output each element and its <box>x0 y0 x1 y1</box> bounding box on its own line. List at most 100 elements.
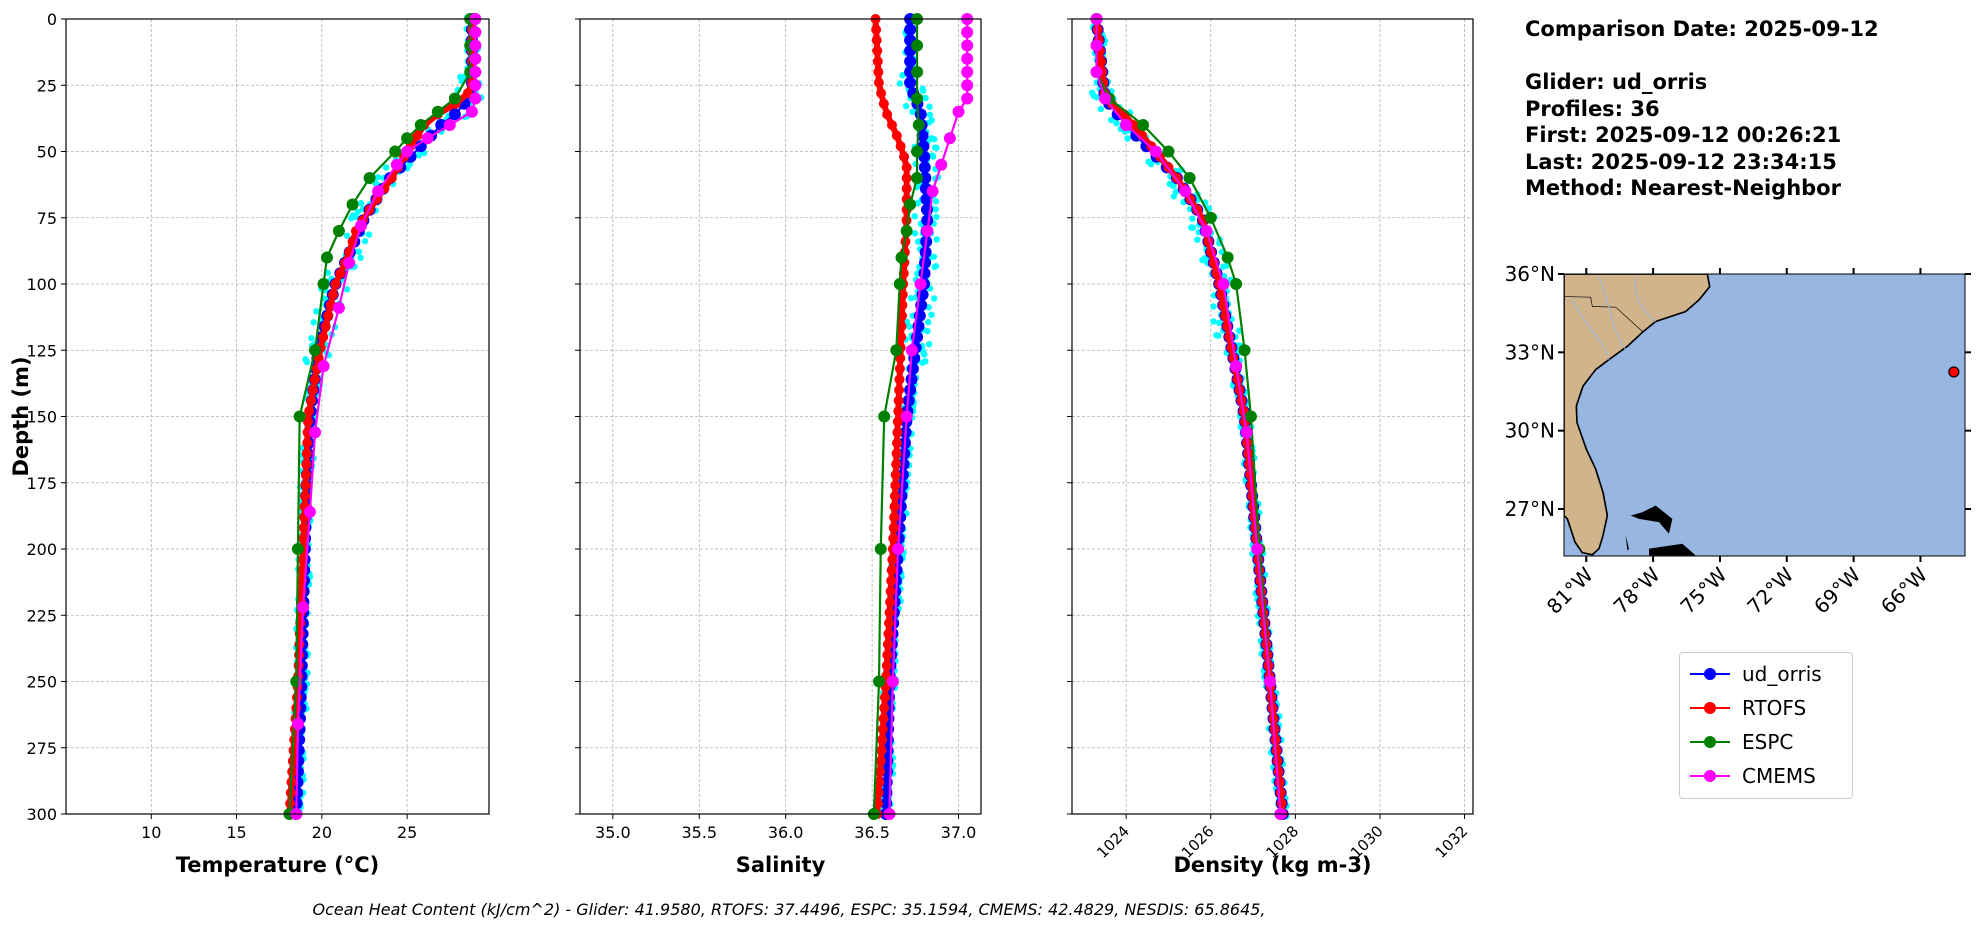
glider-profile-point <box>931 144 939 151</box>
legend-item-espc: ESPC <box>1690 727 1793 757</box>
data-point <box>872 45 883 56</box>
data-point <box>878 98 889 109</box>
data-point <box>328 289 339 300</box>
data-point <box>884 607 895 618</box>
glider-profile-point <box>1223 262 1230 269</box>
data-point <box>291 543 304 555</box>
glider-profile-point <box>303 358 311 366</box>
glider-profile-point <box>1199 256 1206 264</box>
data-point <box>872 798 883 809</box>
data-point <box>890 469 901 480</box>
data-point <box>1275 787 1286 798</box>
data-point <box>465 105 478 118</box>
legend-item-ud_orris: ud_orris <box>1690 659 1822 689</box>
glider-profile-point <box>1188 224 1195 231</box>
glider-profile-point <box>1124 135 1131 142</box>
data-point <box>1263 675 1276 688</box>
data-point <box>1179 185 1192 198</box>
data-point <box>877 724 888 735</box>
data-point <box>889 512 900 523</box>
data-point <box>297 554 308 565</box>
y-tick-label: 225 <box>26 606 57 625</box>
data-point <box>921 225 934 237</box>
data-point <box>893 395 904 406</box>
glider-profile-point <box>933 213 940 221</box>
data-point <box>889 501 900 512</box>
data-point <box>914 278 927 290</box>
glider-name: Glider: ud_orris <box>1525 70 1708 94</box>
data-point <box>904 384 917 396</box>
data-point <box>469 92 482 105</box>
data-point <box>291 717 304 730</box>
series-line <box>872 18 910 815</box>
data-point <box>912 119 925 131</box>
data-point <box>469 52 482 65</box>
data-point <box>885 586 896 597</box>
data-point <box>300 480 311 491</box>
data-point <box>935 158 948 171</box>
glider-profile-point <box>343 286 351 293</box>
data-point <box>1251 543 1264 555</box>
glider-profile-point <box>932 262 940 270</box>
glider-profile-point <box>930 295 938 302</box>
legend-label: CMEMS <box>1742 764 1816 788</box>
glider-profile-point <box>348 215 355 222</box>
data-point <box>389 145 402 158</box>
legend-item-cmems: CMEMS <box>1690 761 1816 791</box>
y-tick-label: 125 <box>26 341 57 360</box>
data-point <box>888 522 899 533</box>
data-point <box>877 734 888 745</box>
x-tick-label: 36.0 <box>768 823 804 842</box>
y-tick-label: 200 <box>26 540 57 559</box>
data-point <box>293 410 306 423</box>
data-point <box>876 88 887 99</box>
glider-profile-point <box>928 311 935 318</box>
glider-profile-point <box>310 319 317 326</box>
x-tick-label: 10 <box>141 823 161 842</box>
legend: ud_orris RTOFS ESPC CMEMS <box>1679 652 1853 799</box>
data-point <box>894 385 905 395</box>
glider-profile-point <box>354 208 361 216</box>
data-point <box>301 459 312 470</box>
data-point <box>911 172 924 184</box>
data-point <box>882 639 893 650</box>
data-point <box>893 278 906 290</box>
data-point <box>401 145 414 158</box>
data-point <box>298 533 309 544</box>
data-point <box>943 132 956 145</box>
data-point <box>323 310 334 321</box>
data-point <box>1244 410 1257 423</box>
data-point <box>879 703 890 713</box>
data-point <box>1230 278 1243 290</box>
data-point <box>894 374 905 385</box>
glider-profile-point <box>906 323 913 330</box>
glider-profile-point <box>1145 158 1152 165</box>
data-point <box>1221 251 1234 264</box>
data-point <box>891 448 902 459</box>
data-point <box>911 145 924 158</box>
glider-profile-point <box>1113 120 1120 127</box>
axes-frame <box>65 18 490 815</box>
data-point <box>346 198 359 211</box>
profile-count: Profiles: 36 <box>1525 96 1660 121</box>
legend-marker-icon <box>1690 668 1730 680</box>
glider-profile-point <box>1107 116 1115 124</box>
data-point <box>882 650 893 660</box>
data-point <box>886 675 899 688</box>
lat-tick-label: 27°N <box>1505 497 1555 521</box>
data-point <box>363 172 376 184</box>
data-point <box>888 533 899 544</box>
data-point <box>469 39 482 52</box>
y-tick-label: 150 <box>26 408 57 427</box>
data-point <box>330 279 341 289</box>
data-point <box>301 448 312 459</box>
data-point <box>873 787 884 798</box>
data-point <box>1274 777 1285 788</box>
data-point <box>952 105 965 118</box>
data-point <box>414 119 427 131</box>
legend-marker-icon <box>1690 770 1730 782</box>
data-point <box>875 766 886 777</box>
data-point <box>896 310 907 321</box>
data-point <box>883 628 894 639</box>
